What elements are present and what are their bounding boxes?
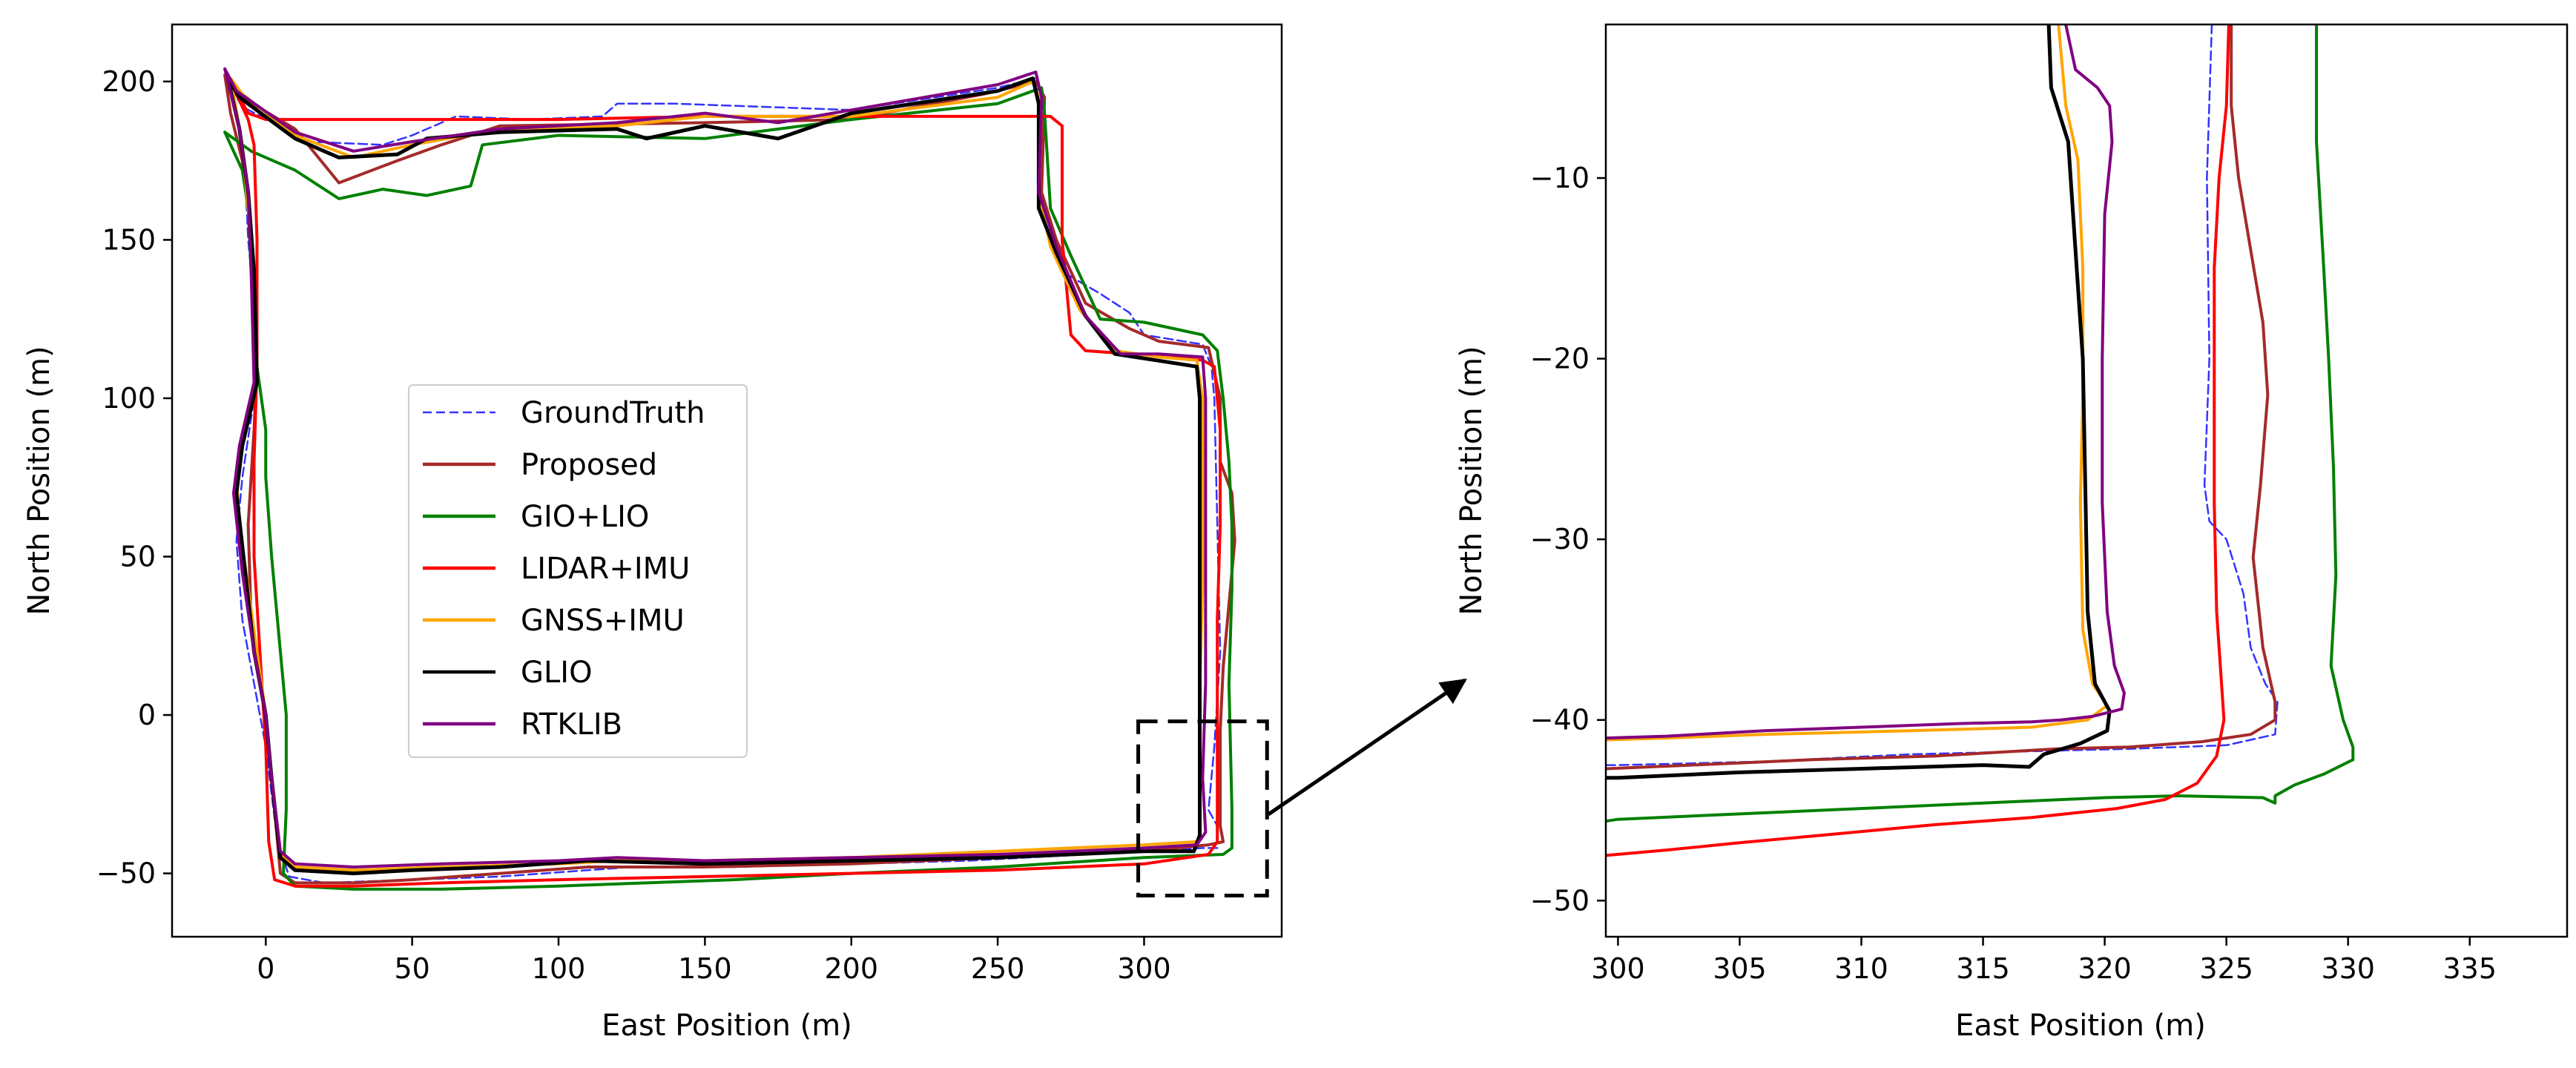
legend-label-proposed: Proposed <box>521 448 657 482</box>
zoom-x-tick-label: 315 <box>1956 952 2010 985</box>
zoom-series-group <box>1606 24 2355 857</box>
zoom-x-tick-label: 310 <box>1834 952 1888 985</box>
zoom-x-ticks: 300 305 310 315 320 325 330 335 <box>1591 937 2497 985</box>
zoom-y-tick-label: −30 <box>1530 523 1590 556</box>
overview-x-tick-label: 250 <box>971 952 1025 985</box>
legend-label-gnss-imu: GNSS+IMU <box>521 604 685 638</box>
overview-x-tick-label: 50 <box>394 952 429 985</box>
overview-y-axis-label: North Position (m) <box>22 346 56 615</box>
zoom-series-proposed <box>1606 24 2277 771</box>
overview-series-groundtruth <box>229 77 1222 884</box>
zoom-y-tick-label: −40 <box>1530 704 1590 736</box>
legend-label-glio: GLIO <box>521 656 593 690</box>
zoom-x-axis-label: East Position (m) <box>1955 1009 2206 1043</box>
zoom-series-glio <box>1606 24 2112 780</box>
overview-y-ticks: −50 0 50 100 150 200 <box>96 65 172 890</box>
zoom-series-rtklib <box>1606 24 2126 740</box>
zoom-series-gio-lio <box>1606 24 2355 823</box>
zoom-axes-frame <box>1604 23 2569 938</box>
zoom-x-tick-label: 335 <box>2442 952 2497 985</box>
zoom-y-tick-label: −20 <box>1530 343 1590 375</box>
zoom-y-axis-label: North Position (m) <box>1455 346 1489 615</box>
zoom-series-lidar-imu <box>1606 24 2230 857</box>
overview-x-ticks: 0 50 100 150 200 250 300 <box>257 937 1171 985</box>
legend-label-groundtruth: GroundTruth <box>521 396 705 430</box>
overview-x-tick-label: 300 <box>1117 952 1171 985</box>
overview-y-tick-label: −50 <box>96 857 156 890</box>
zoom-x-tick-label: 305 <box>1713 952 1767 985</box>
overview-series-lidar-imu <box>228 79 1222 888</box>
zoom-y-tick-label: −50 <box>1530 884 1590 917</box>
overview-series-gio-lio <box>223 86 1233 891</box>
zoom-x-tick-label: 325 <box>2199 952 2253 985</box>
legend-box <box>408 384 748 758</box>
zoom-x-tick-label: 320 <box>2078 952 2132 985</box>
overview-x-tick-label: 150 <box>678 952 732 985</box>
legend-label-lidar-imu: LIDAR+IMU <box>521 552 690 586</box>
overview-y-tick-label: 150 <box>102 223 156 256</box>
zoom-series-groundtruth <box>1606 24 2279 766</box>
legend-label-rtklib: RTKLIB <box>521 708 622 742</box>
overview-y-tick-label: 200 <box>102 65 156 98</box>
zoom-x-tick-label: 330 <box>2321 952 2375 985</box>
zoom-panel: 300 305 310 315 320 325 330 335 −50 −40 −30 −20 −10… <box>1455 23 2569 1043</box>
zoom-connector-arrow <box>1267 678 1467 817</box>
overview-x-tick-label: 200 <box>824 952 878 985</box>
zoom-y-tick-label: −10 <box>1530 162 1590 194</box>
zoom-x-tick-label: 300 <box>1591 952 1645 985</box>
overview-x-tick-label: 100 <box>532 952 586 985</box>
zoom-region-rect <box>1136 719 1269 897</box>
overview-axes-frame <box>171 23 1283 938</box>
legend-label-gio-lio: GIO+LIO <box>521 500 649 534</box>
overview-series-group <box>223 67 1236 891</box>
zoom-region-box <box>1136 719 1269 897</box>
zoom-series-gnss-imu <box>1606 24 2109 742</box>
zoom-y-ticks: −50 −40 −30 −20 −10 <box>1530 162 1606 917</box>
overview-series-rtklib <box>223 67 1208 868</box>
overview-x-tick-label: 0 <box>257 952 274 985</box>
overview-panel: 0 50 100 150 200 250 300 −50 0 50 100 150 200 East … <box>22 23 1283 1043</box>
overview-x-axis-label: East Position (m) <box>602 1009 852 1043</box>
legend: GroundTruth Proposed GIO+LIO LIDAR+IMU GNSS+… <box>408 384 748 758</box>
overview-y-tick-label: 0 <box>138 699 156 731</box>
overview-y-tick-label: 100 <box>102 382 156 415</box>
overview-y-tick-label: 50 <box>120 541 156 573</box>
